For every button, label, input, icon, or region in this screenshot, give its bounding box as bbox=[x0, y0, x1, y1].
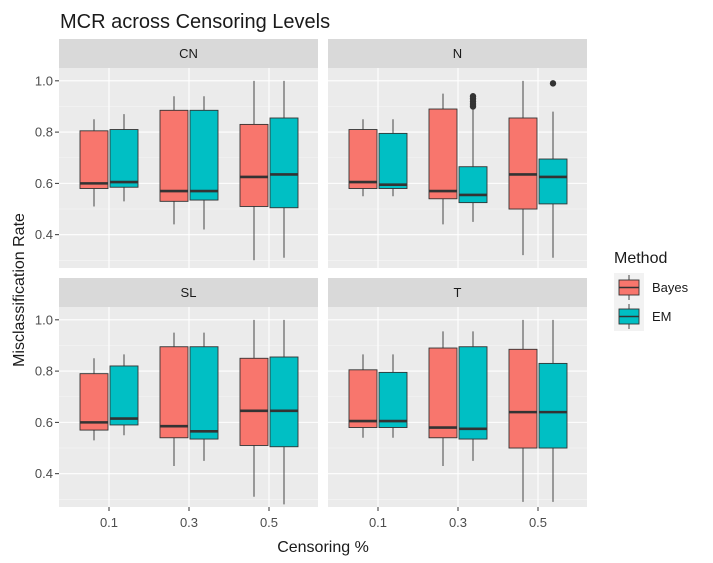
box-body bbox=[159, 346, 189, 439]
box-body bbox=[378, 371, 408, 428]
box-em-0.1 bbox=[378, 119, 408, 197]
box-body bbox=[269, 117, 299, 209]
box-body bbox=[109, 365, 139, 426]
x-tick-label: 0.5 bbox=[529, 515, 547, 530]
box-bayes-0.5 bbox=[508, 80, 538, 256]
box-em-0.5 bbox=[269, 80, 299, 258]
y-tick-label: 0.6 bbox=[35, 415, 53, 430]
box-em-0.1 bbox=[109, 114, 139, 202]
chart-title: MCR across Censoring Levels bbox=[60, 11, 330, 33]
x-tick-label: 0.1 bbox=[100, 515, 118, 530]
box-bayes-0.3 bbox=[159, 96, 189, 225]
facet-panel-cn: CN 0.4 0.6 0.8 1.0 bbox=[35, 39, 318, 268]
outlier-point bbox=[469, 93, 477, 100]
box-em-0.1 bbox=[378, 354, 408, 438]
box-body bbox=[428, 347, 458, 439]
y-tick-label: 0.4 bbox=[35, 466, 53, 481]
facet-strip-label: T bbox=[454, 285, 462, 300]
box-body bbox=[239, 357, 269, 446]
legend: Method Bayes EM bbox=[614, 250, 689, 331]
box-bayes-0.1 bbox=[348, 119, 378, 197]
y-tick-label: 1.0 bbox=[35, 312, 53, 327]
box-body bbox=[348, 369, 378, 428]
box-body bbox=[269, 356, 299, 448]
box-em-0.3 bbox=[458, 331, 488, 461]
box-body bbox=[348, 129, 378, 189]
outlier-point bbox=[549, 80, 557, 87]
facet-strip bbox=[328, 278, 587, 307]
facet-panel-sl: SL 0.4 0.6 0.8 1.0 0.1 0.3 0.5 bbox=[35, 278, 318, 530]
box-em-0.3 bbox=[189, 332, 219, 461]
facet-strip bbox=[328, 39, 587, 68]
box-body bbox=[458, 346, 488, 440]
x-tick-label: 0.1 bbox=[369, 515, 387, 530]
x-tick-label: 0.5 bbox=[260, 515, 278, 530]
legend-item-em: EM bbox=[614, 302, 672, 331]
facet-strip bbox=[59, 39, 318, 68]
box-bayes-0.1 bbox=[79, 119, 109, 207]
box-body bbox=[79, 373, 109, 431]
y-tick-label: 0.8 bbox=[35, 364, 53, 379]
legend-label: EM bbox=[652, 309, 672, 324]
x-tick-label: 0.3 bbox=[449, 515, 467, 530]
box-body bbox=[538, 158, 568, 205]
box-body bbox=[508, 348, 538, 449]
box-em-0.5 bbox=[538, 80, 568, 258]
box-body bbox=[159, 109, 189, 202]
box-em-0.5 bbox=[269, 319, 299, 505]
box-bayes-0.3 bbox=[428, 93, 458, 225]
y-tick-label: 0.4 bbox=[35, 227, 53, 242]
box-bayes-0.3 bbox=[428, 331, 458, 466]
box-em-0.3 bbox=[458, 93, 488, 222]
box-bayes-0.5 bbox=[239, 319, 269, 497]
facet-strip-label: N bbox=[453, 46, 462, 61]
legend-label: Bayes bbox=[652, 280, 689, 295]
facet-panel-n: N bbox=[328, 39, 587, 268]
legend-item-bayes: Bayes bbox=[614, 273, 689, 302]
facet-strip-label: SL bbox=[181, 285, 197, 300]
y-tick-label: 0.8 bbox=[35, 125, 53, 140]
y-tick-label: 0.6 bbox=[35, 176, 53, 191]
box-bayes-0.5 bbox=[239, 80, 269, 261]
facet-strip bbox=[59, 278, 318, 307]
box-bayes-0.1 bbox=[348, 354, 378, 438]
box-body bbox=[239, 123, 269, 207]
legend-title: Method bbox=[614, 250, 667, 267]
y-axis-title: Misclassification Rate bbox=[11, 213, 28, 367]
facet-strip-label: CN bbox=[179, 46, 198, 61]
panel-grid: CN 0.4 0.6 0.8 1.0 N SL 0.4 0.6 0.8 1.0 0.1 0.3 0.5 T 0… bbox=[35, 39, 587, 530]
box-em-0.3 bbox=[189, 96, 219, 230]
box-body bbox=[189, 346, 219, 440]
y-tick-label: 1.0 bbox=[35, 73, 53, 88]
box-body bbox=[189, 109, 219, 201]
box-bayes-0.1 bbox=[79, 358, 109, 441]
box-em-0.1 bbox=[109, 354, 139, 436]
facet-panel-t: T 0.1 0.3 0.5 bbox=[328, 278, 587, 530]
box-body bbox=[538, 362, 568, 449]
box-body bbox=[109, 129, 139, 188]
box-body bbox=[508, 117, 538, 210]
x-tick-label: 0.3 bbox=[180, 515, 198, 530]
box-body bbox=[458, 166, 488, 204]
box-body bbox=[428, 108, 458, 200]
box-body bbox=[378, 132, 408, 189]
box-bayes-0.3 bbox=[159, 332, 189, 466]
box-bayes-0.5 bbox=[508, 319, 538, 502]
x-axis-title: Censoring % bbox=[277, 539, 369, 556]
box-em-0.5 bbox=[538, 319, 568, 502]
box-body bbox=[79, 130, 109, 189]
